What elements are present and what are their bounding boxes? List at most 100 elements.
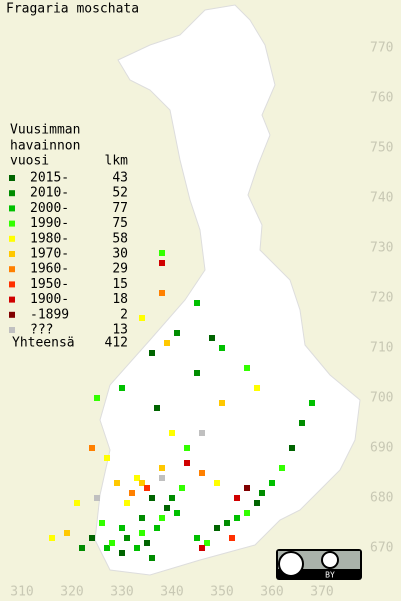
legend-count: 52: [112, 186, 128, 201]
observation-square: [229, 535, 235, 541]
legend-count: 43: [112, 171, 128, 186]
observation-square: [129, 490, 135, 496]
legend-count: 18: [112, 292, 128, 307]
observation-square: [199, 470, 205, 476]
observation-square: [164, 340, 170, 346]
legend-year-heading: vuosi: [10, 154, 49, 169]
legend-label: 1990-: [30, 216, 69, 231]
observation-square: [149, 350, 155, 356]
observation-square: [174, 510, 180, 516]
observation-square: [134, 475, 140, 481]
observation-square: [104, 545, 110, 551]
legend-label: 2010-: [30, 186, 69, 201]
observation-square: [89, 445, 95, 451]
easting-label: 310: [10, 585, 33, 600]
legend-count: 2: [120, 307, 128, 322]
legend-label: 1950-: [30, 277, 69, 292]
observation-square: [119, 550, 125, 556]
observation-square: [89, 535, 95, 541]
observation-square: [159, 290, 165, 296]
observation-square: [94, 395, 100, 401]
observation-square: [224, 520, 230, 526]
observation-square: [64, 530, 70, 536]
observation-square: [139, 530, 145, 536]
northing-label: 770: [370, 41, 393, 56]
northing-label: 760: [370, 91, 393, 106]
observation-square: [114, 480, 120, 486]
easting-label: 330: [110, 585, 133, 600]
observation-square: [74, 500, 80, 506]
northing-label: 720: [370, 291, 393, 306]
legend-swatch: [9, 190, 15, 197]
legend-header: Vuusimman: [10, 123, 80, 138]
observation-square: [99, 520, 105, 526]
legend-label: 1970-: [30, 247, 69, 262]
easting-label: 370: [310, 585, 333, 600]
observation-square: [149, 495, 155, 501]
license-badge: BY: [276, 549, 362, 580]
observation-square: [204, 540, 210, 546]
legend-swatch: [9, 296, 15, 303]
observation-square: [154, 405, 160, 411]
observation-square: [119, 525, 125, 531]
observation-square: [309, 400, 315, 406]
observation-square: [244, 365, 250, 371]
observation-square: [169, 495, 175, 501]
legend-swatch: [9, 220, 15, 227]
observation-square: [244, 510, 250, 516]
observation-square: [299, 420, 305, 426]
observation-square: [119, 385, 125, 391]
legend-total-label: Yhteensä: [12, 336, 75, 351]
observation-square: [289, 445, 295, 451]
legend-label: 1960-: [30, 262, 69, 277]
observation-square: [124, 500, 130, 506]
legend-swatch: [9, 327, 15, 333]
observation-square: [94, 495, 100, 501]
observation-square: [149, 555, 155, 561]
observation-square: [144, 540, 150, 546]
legend-label: 2000-: [30, 201, 69, 216]
observation-square: [109, 540, 115, 546]
legend-count: 77: [112, 201, 128, 216]
northing-label: 670: [370, 541, 393, 556]
legend-count: 15: [112, 277, 128, 292]
observation-square: [209, 335, 215, 341]
observation-square: [164, 505, 170, 511]
observation-square: [139, 515, 145, 521]
easting-label: 350: [210, 585, 233, 600]
observation-square: [124, 535, 130, 541]
observation-square: [154, 525, 160, 531]
observation-square: [184, 460, 190, 466]
legend-label: 1900-: [30, 292, 69, 307]
observation-square: [194, 535, 200, 541]
northing-label: 690: [370, 441, 393, 456]
observation-square: [159, 250, 165, 256]
finland-outline: [94, 4, 361, 576]
observation-square: [179, 485, 185, 491]
legend-swatch: [9, 205, 15, 212]
observation-square: [219, 400, 225, 406]
northing-label: 730: [370, 241, 393, 256]
observation-square: [254, 385, 260, 391]
legend-count: 58: [112, 231, 128, 246]
legend-label: 1980-: [30, 231, 69, 246]
observation-square: [219, 345, 225, 351]
observation-square: [104, 455, 110, 461]
legend-count: 13: [112, 323, 128, 338]
observation-square: [199, 545, 205, 551]
observation-square: [79, 545, 85, 551]
observation-square: [134, 545, 140, 551]
license-label: BY: [325, 571, 335, 580]
observation-square: [244, 485, 250, 491]
observation-square: [144, 485, 150, 491]
observation-square: [49, 535, 55, 541]
observation-square: [159, 260, 165, 266]
legend-swatch: [9, 251, 15, 257]
northing-label: 750: [370, 141, 393, 156]
observation-square: [174, 330, 180, 336]
observation-square: [184, 445, 190, 451]
observation-square: [159, 475, 165, 481]
observation-square: [194, 370, 200, 376]
legend-count: 75: [112, 216, 128, 231]
